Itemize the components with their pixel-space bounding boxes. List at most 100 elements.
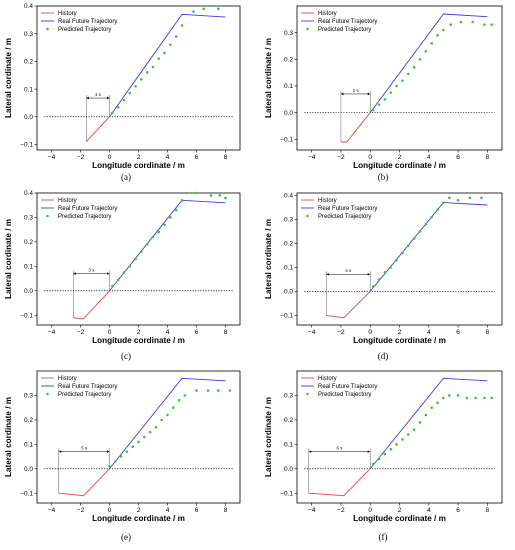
x-tick-label: 8	[224, 154, 228, 161]
chart-panel-f: −4 −2 0 2 4 6 8 −0.1 0.0 0.1 0.2 0.3 Longitude cordi…	[264, 370, 503, 542]
predicted-point	[389, 91, 393, 94]
predicted-point	[436, 208, 439, 212]
predicted-point	[418, 230, 422, 233]
y-tick-label: 0.1	[24, 442, 33, 449]
y-tick-label: 0.3	[24, 393, 33, 400]
predicted-point	[424, 222, 428, 226]
plot-frame	[36, 192, 241, 326]
x-tick-label: 6	[195, 154, 199, 161]
predicted-point	[383, 98, 387, 101]
predicted-point	[169, 216, 172, 219]
legend-entry: Predicted Trajectory	[318, 27, 371, 33]
predicted-point	[436, 401, 439, 405]
x-tick-label: −2	[337, 329, 345, 336]
legend-entry: Real Future Trajectory	[318, 19, 377, 25]
chart-panel-d: −4 −2 0 2 4 6 8 −0.1 0.0 0.1 0.2 0.3 0.4 Longitude co…	[264, 192, 503, 361]
annotation-arrow-head-left	[86, 96, 89, 100]
predicted-point	[192, 10, 195, 13]
predicted-point	[459, 20, 463, 24]
panel-label: (d)	[378, 351, 389, 361]
x-tick-label: −2	[337, 154, 345, 161]
real-future-line	[109, 377, 226, 470]
predicted-point	[424, 413, 428, 417]
predicted-point	[474, 396, 477, 400]
x-tick-label: 8	[486, 154, 490, 161]
x-tick-label: 2	[398, 154, 402, 161]
y-tick-label: 0.3	[284, 393, 293, 400]
predicted-point	[430, 406, 434, 409]
predicted-point	[447, 196, 451, 200]
legend-entry: Predicted Trajectory	[318, 214, 371, 220]
predicted-point	[145, 243, 149, 246]
x-axis-label: Longitude cordinate / m	[92, 514, 185, 523]
y-tick-label: 0.3	[24, 215, 33, 222]
x-tick-label: 8	[224, 507, 228, 514]
predicted-point	[116, 278, 120, 282]
predicted-point	[111, 111, 114, 114]
legend-entry: Predicted Trajectory	[58, 392, 111, 398]
legend-swatch-dot	[46, 214, 49, 218]
y-tick-label: 0.1	[24, 264, 33, 271]
predicted-point	[163, 51, 166, 55]
annotation-label: 5 s	[81, 446, 88, 451]
predicted-point	[216, 7, 220, 11]
x-tick-label: −4	[308, 154, 316, 161]
x-tick-label: −2	[337, 507, 345, 514]
history-line	[85, 116, 110, 142]
x-tick-label: −4	[48, 507, 56, 514]
annotation-arrow-head-right	[107, 272, 110, 275]
predicted-point	[116, 105, 120, 109]
annotation-arrow-head-right	[367, 450, 371, 453]
predicted-point	[195, 191, 198, 195]
predicted-point	[456, 394, 460, 397]
annotation-arrow-head-left	[308, 450, 312, 453]
predicted-point	[371, 285, 375, 288]
predicted-point	[412, 428, 416, 431]
x-tick-label: 4	[166, 507, 170, 514]
legend-swatch-dot	[46, 27, 49, 31]
y-tick-label: 0.3	[284, 30, 293, 37]
history-line	[326, 291, 371, 319]
predicted-point	[442, 28, 445, 32]
predicted-point	[169, 43, 172, 47]
legend-entry: History	[318, 198, 337, 204]
annotation-arrow-head-right	[367, 272, 371, 276]
predicted-point	[436, 34, 439, 37]
predicted-point	[465, 396, 469, 400]
plot-frame	[296, 5, 503, 151]
predicted-point	[377, 457, 381, 461]
predicted-point	[172, 406, 175, 409]
y-tick-label: 0.2	[24, 417, 33, 424]
y-axis-label: Lateral cordinate / m	[264, 397, 273, 477]
history-line	[308, 468, 371, 497]
predicted-point	[412, 66, 416, 69]
predicted-point	[449, 23, 453, 26]
y-tick-label: 0.3	[24, 31, 33, 38]
x-tick-label: −2	[77, 507, 85, 514]
predicted-point	[145, 71, 149, 74]
real-future-line	[369, 13, 488, 113]
predicted-point	[447, 394, 451, 397]
predicted-point	[483, 23, 486, 26]
annotation-arrow-head-right	[367, 92, 371, 96]
predicted-point	[134, 257, 137, 261]
predicted-point	[424, 50, 428, 53]
legend-entry: Real Future Trajectory	[58, 384, 117, 390]
predicted-point	[125, 450, 129, 453]
predicted-point	[140, 78, 143, 81]
legend-entry: Real Future Trajectory	[58, 19, 117, 25]
predicted-point	[406, 244, 410, 248]
predicted-point	[395, 84, 398, 88]
predicted-point	[163, 223, 166, 227]
predicted-point	[151, 65, 155, 69]
x-tick-label: 8	[486, 329, 490, 336]
legend-entry: Real Future Trajectory	[58, 206, 117, 212]
predicted-point	[371, 462, 375, 466]
predicted-point	[134, 85, 137, 88]
y-tick-label: 0.1	[24, 86, 33, 93]
y-tick-label: 0.2	[284, 241, 293, 248]
predicted-point	[114, 460, 117, 463]
y-tick-label: 0.0	[24, 288, 33, 295]
y-tick-label: 0.0	[24, 466, 33, 473]
predicted-point	[401, 79, 404, 82]
